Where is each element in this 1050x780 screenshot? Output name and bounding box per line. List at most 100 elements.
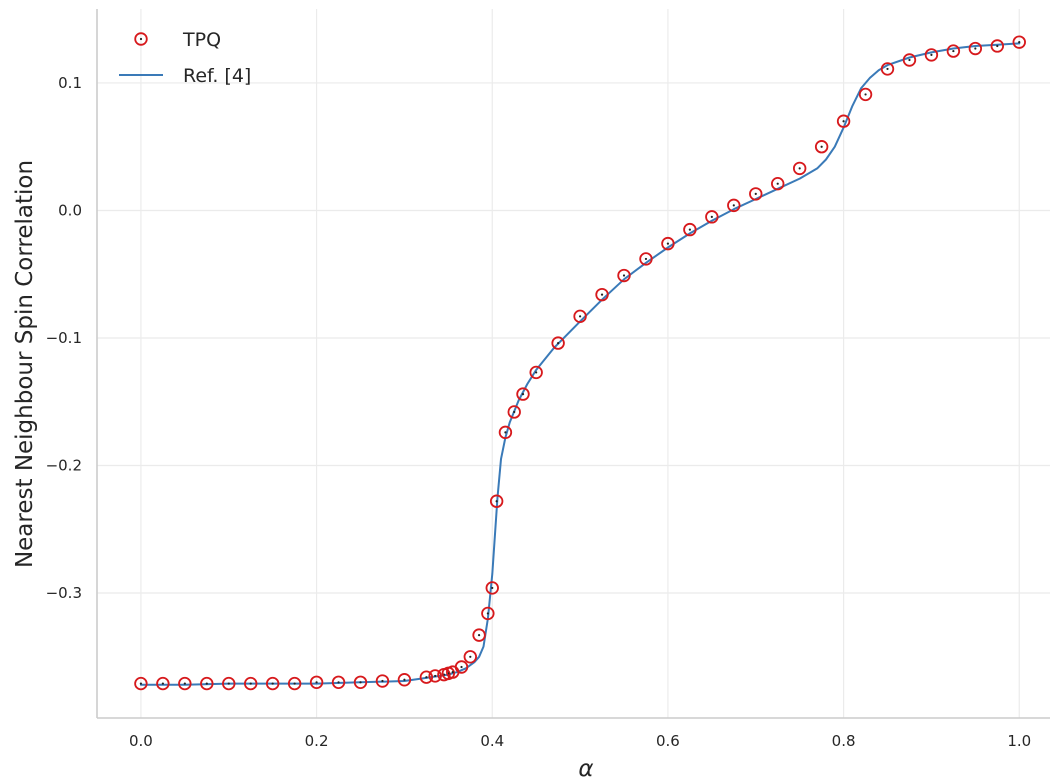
tpq-point-dot-20 — [477, 634, 481, 637]
tpq-point-ring-34 — [683, 222, 697, 237]
tpq-point-ring-36 — [727, 198, 741, 213]
tpq-point-27 — [529, 365, 543, 380]
tpq-point-dot-28 — [557, 341, 560, 345]
tpq-point-dot-22 — [491, 586, 494, 590]
tpq-point-ring-24 — [498, 425, 513, 440]
tpq-point-ring-25 — [507, 405, 521, 419]
tpq-point-dot-21 — [486, 612, 489, 615]
tpq-point-dot-13 — [425, 676, 428, 679]
tpq-point-ring-32 — [639, 252, 653, 266]
tpq-point-19 — [463, 650, 477, 664]
tpq-point-ring-37 — [749, 187, 763, 201]
x-tick-label-1: 0.2 — [305, 732, 329, 750]
tpq-point-36 — [727, 198, 741, 213]
x-tick-label-0: 0.0 — [129, 732, 153, 750]
tpq-point-dot-4 — [227, 682, 230, 685]
plot-background — [97, 9, 1050, 718]
tpq-point-ring-35 — [705, 210, 719, 224]
tpq-point-32 — [639, 252, 653, 266]
tpq-point-dot-7 — [293, 682, 296, 685]
tpq-point-42 — [858, 87, 873, 102]
tpq-point-ring-29 — [573, 309, 587, 324]
tpq-point-47 — [968, 41, 983, 56]
tpq-point-ring-31 — [617, 268, 631, 283]
tpq-point-45 — [924, 48, 939, 62]
tpq-point-41 — [836, 114, 851, 128]
tpq-point-ring-28 — [551, 336, 565, 350]
tpq-point-ring-33 — [661, 236, 675, 251]
tpq-point-18 — [454, 660, 469, 674]
tpq-point-ring-23 — [489, 494, 504, 508]
tpq-point-ring-43 — [880, 62, 895, 76]
tpq-point-dot-38 — [776, 182, 779, 185]
series-marker-layer — [134, 35, 1026, 691]
tpq-point-dot-18 — [460, 665, 463, 669]
y-tick-label-4: 0.1 — [58, 74, 82, 92]
tpq-point-ring-22 — [485, 581, 499, 595]
tpq-point-dot-35 — [710, 215, 713, 218]
tpq-point-6 — [265, 676, 280, 691]
tpq-point-dot-44 — [908, 58, 911, 62]
tpq-point-dot-48 — [996, 44, 999, 48]
tpq-point-dot-10 — [359, 681, 362, 684]
y-tick-label-0: −0.3 — [46, 584, 82, 602]
tpq-point-ring-18 — [454, 660, 469, 674]
tpq-point-25 — [507, 405, 521, 419]
tpq-point-dot-1 — [161, 682, 164, 685]
tpq-point-dot-0 — [139, 682, 143, 685]
tpq-point-ring-19 — [463, 650, 477, 664]
tpq-point-dot-12 — [403, 678, 406, 681]
tpq-point-dot-43 — [886, 67, 889, 71]
tpq-point-38 — [771, 176, 785, 191]
tpq-point-ring-0 — [134, 676, 148, 691]
tpq-point-ring-1 — [156, 676, 170, 691]
tpq-point-ring-8 — [309, 675, 324, 689]
axis-spines — [96, 9, 1050, 719]
x-tick-label-2: 0.4 — [480, 732, 504, 750]
tpq-point-dot-5 — [249, 682, 252, 685]
tpq-point-dot-46 — [952, 49, 955, 53]
tpq-point-dot-3 — [205, 682, 208, 685]
tpq-point-ring-27 — [529, 365, 543, 380]
tpq-point-dot-36 — [732, 204, 735, 207]
grid — [97, 9, 1050, 718]
tpq-point-ring-13 — [419, 670, 434, 684]
tpq-point-28 — [551, 336, 565, 350]
tpq-point-ring-48 — [990, 39, 1004, 53]
legend-label-tpq: TPQ — [182, 29, 221, 51]
tpq-point-ring-7 — [287, 676, 302, 691]
tpq-point-dot-33 — [666, 242, 670, 245]
tpq-point-ring-40 — [814, 140, 829, 154]
tpq-point-12 — [397, 673, 412, 687]
tpq-point-dot-14 — [434, 674, 437, 678]
legend-marker-tpq-dot — [139, 37, 143, 41]
tpq-point-ring-4 — [222, 676, 236, 691]
tpq-point-30 — [595, 287, 609, 302]
tpq-point-ring-46 — [946, 44, 961, 58]
tpq-point-29 — [573, 309, 587, 324]
tpq-point-11 — [375, 674, 390, 688]
tpq-point-dot-2 — [183, 682, 186, 685]
legend-label-ref: Ref. [4] — [183, 65, 251, 87]
tpq-point-dot-6 — [271, 682, 274, 685]
tpq-point-ring-39 — [792, 161, 807, 176]
tpq-point-ring-47 — [968, 41, 983, 56]
legend: TPQ Ref. [4] — [119, 29, 251, 87]
tpq-point-dot-41 — [842, 120, 845, 123]
tpq-point-23 — [489, 494, 504, 508]
tpq-point-5 — [244, 676, 258, 691]
tpq-point-46 — [946, 44, 961, 58]
tpq-point-ring-49 — [1012, 35, 1026, 49]
tpq-point-43 — [880, 62, 895, 76]
tpq-point-dot-32 — [644, 257, 648, 261]
tpq-point-dot-31 — [622, 274, 626, 277]
tpq-point-ring-38 — [771, 176, 785, 191]
tpq-point-20 — [472, 628, 486, 642]
tpq-point-37 — [749, 187, 763, 201]
tpq-point-31 — [617, 268, 631, 283]
tpq-point-14 — [428, 669, 442, 683]
tpq-point-dot-17 — [451, 670, 454, 674]
tpq-point-2 — [178, 676, 192, 691]
tpq-point-dot-29 — [578, 315, 582, 318]
